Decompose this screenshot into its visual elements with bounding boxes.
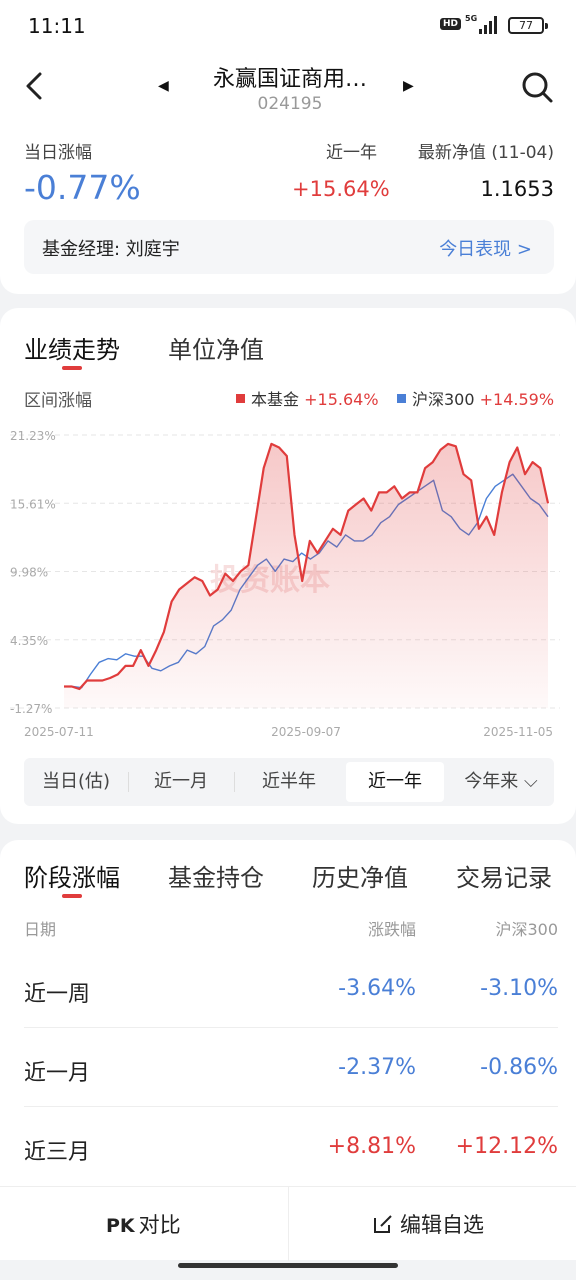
y-tick-label: 21.23% — [10, 429, 56, 443]
battery-icon: 77 — [508, 17, 548, 34]
status-bar: 11:11 HD 5G 77 — [0, 0, 576, 52]
daily-change-value: -0.77% — [24, 168, 141, 207]
nav-label: 最新净值 (11-04) — [417, 143, 554, 163]
period-1y[interactable]: 近一年 — [346, 762, 444, 802]
legend-index: 沪深300 +14.59% — [397, 386, 554, 410]
table-row: 近一月 -2.37% -0.86% — [24, 1029, 558, 1107]
row-label: 近三月 — [24, 1140, 91, 1165]
manager-label: 基金经理: 刘庭宇 — [42, 239, 180, 260]
range-change-label: 区间涨幅 — [24, 391, 92, 411]
legend-index-name: 沪深300 — [412, 390, 475, 409]
edit-watchlist-label: 编辑自选 — [400, 1213, 484, 1237]
stage-card: 阶段涨幅 基金持仓 历史净值 交易记录 日期 涨跌幅 沪深300 近一周 -3.… — [0, 840, 576, 1200]
period-ytd[interactable]: 今年来 ⌵ — [464, 771, 538, 792]
legend-fund-swatch — [236, 394, 245, 403]
network-label: 5G — [465, 14, 477, 23]
tab-performance[interactable]: 业绩走势 — [24, 336, 120, 364]
year-change-value: +15.64% — [292, 177, 390, 201]
table-row: 近三月 +8.81% +12.12% — [24, 1108, 558, 1186]
table-row: 近一周 -3.64% -3.10% — [24, 950, 558, 1028]
active-tab-indicator — [62, 366, 82, 370]
x-tick-label: 2025-09-07 — [271, 725, 341, 739]
period-divider — [128, 772, 129, 792]
period-1m[interactable]: 近一月 — [154, 771, 208, 792]
row-label: 近一月 — [24, 1061, 91, 1086]
legend-index-value: +14.59% — [479, 390, 555, 409]
year-change-label: 近一年 — [326, 143, 377, 163]
y-tick-label: 9.98% — [10, 566, 48, 580]
compare-label: 对比 — [138, 1213, 181, 1237]
period-today[interactable]: 当日(估) — [41, 771, 111, 792]
fund-title: 永赢国证商用… — [212, 67, 367, 92]
performance-chart[interactable]: 21.23% 15.61% 9.98% 4.35% -1.27% 2025-07-11 20… — [0, 418, 576, 748]
summary-card: 当日涨幅 近一年 最新净值 (11-04) -0.77% +15.64% 1.1… — [0, 122, 576, 294]
edit-watchlist-button[interactable]: 编辑自选 — [372, 1209, 484, 1239]
row-change: -3.64% — [338, 976, 416, 1001]
tab-trade-records[interactable]: 交易记录 — [456, 864, 552, 892]
series-area-fund — [64, 443, 548, 708]
active-tab-indicator — [62, 894, 82, 898]
row-index-change: +12.12% — [455, 1134, 558, 1159]
tab-unit-nav[interactable]: 单位净值 — [168, 336, 264, 364]
legend-fund-value: +15.64% — [304, 390, 379, 409]
prev-fund-icon[interactable]: ◀ — [158, 78, 169, 94]
fund-code: 024195 — [257, 94, 323, 114]
row-change: +8.81% — [327, 1134, 416, 1159]
row-change: -2.37% — [338, 1055, 416, 1080]
tab-holdings[interactable]: 基金持仓 — [168, 864, 264, 892]
home-indicator — [178, 1263, 398, 1268]
row-label: 近一周 — [24, 982, 91, 1007]
nav-value: 1.1653 — [480, 177, 554, 201]
status-time: 11:11 — [28, 14, 86, 38]
period-6m[interactable]: 近半年 — [262, 771, 316, 792]
pk-icon: PK — [106, 1215, 135, 1237]
signal-icon: 5G — [465, 14, 497, 34]
search-icon[interactable] — [520, 70, 554, 104]
tab-nav-history[interactable]: 历史净值 — [312, 864, 408, 892]
legend-fund: 本基金 +15.64% — [236, 386, 379, 410]
divider — [288, 1187, 289, 1261]
bottom-action-bar: PK 对比 编辑自选 — [0, 1186, 576, 1261]
hd-badge: HD — [440, 18, 462, 30]
x-tick-label: 2025-07-11 — [24, 725, 94, 739]
y-tick-label: 4.35% — [10, 634, 48, 648]
header: ◀ 永赢国证商用… 024195 ▶ — [0, 52, 576, 122]
legend-fund-name: 本基金 — [251, 390, 300, 409]
row-index-change: -3.10% — [480, 976, 558, 1001]
today-performance-link[interactable]: 今日表现 > — [439, 239, 532, 260]
x-tick-label: 2025-11-05 — [483, 725, 553, 739]
performance-card: 业绩走势 单位净值 区间涨幅 本基金 +15.64% 沪深300 +14.59%… — [0, 308, 576, 824]
tab-stage-returns[interactable]: 阶段涨幅 — [24, 864, 120, 892]
period-divider — [234, 772, 235, 792]
period-selector: 当日(估) 近一月 近半年 近一年 今年来 ⌵ — [24, 758, 554, 806]
series-line-fund — [64, 442, 550, 691]
daily-change-label: 当日涨幅 — [24, 143, 92, 163]
legend-index-swatch — [397, 394, 406, 403]
col-header-change: 涨跌幅 — [367, 920, 416, 939]
next-fund-icon[interactable]: ▶ — [403, 78, 414, 94]
edit-icon — [374, 1215, 392, 1233]
col-header-date: 日期 — [24, 920, 57, 939]
back-icon[interactable] — [20, 70, 48, 102]
compare-button[interactable]: PK 对比 — [106, 1209, 181, 1239]
row-index-change: -0.86% — [480, 1055, 558, 1080]
col-header-index: 沪深300 — [495, 920, 558, 939]
manager-row[interactable]: 基金经理: 刘庭宇 今日表现 > — [24, 220, 554, 274]
y-tick-label: 15.61% — [10, 497, 56, 511]
y-tick-label: -1.27% — [10, 702, 52, 716]
